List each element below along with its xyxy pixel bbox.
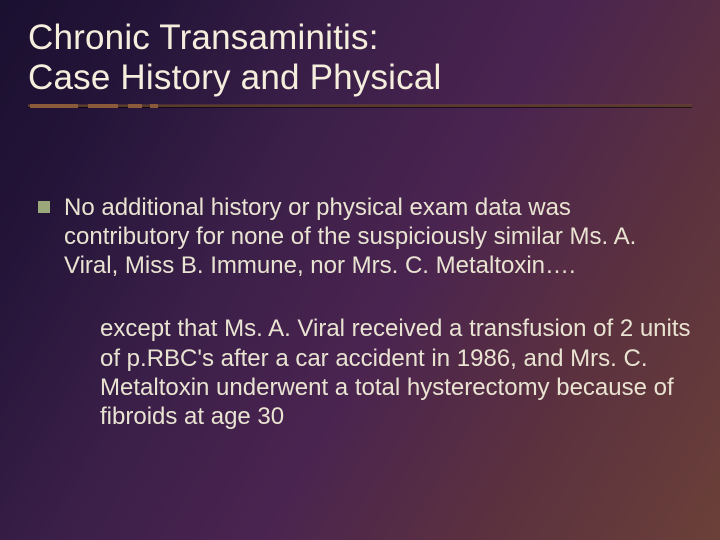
bullet-text: No additional history or physical exam d… [64,193,692,281]
title-line-1: Chronic Transaminitis: [28,18,692,58]
bullet-square-icon [38,201,50,213]
slide: Chronic Transaminitis: Case History and … [0,0,720,540]
bullet-item: No additional history or physical exam d… [38,193,692,281]
indent-paragraph: except that Ms. A. Viral received a tran… [100,314,692,431]
body-area: No additional history or physical exam d… [28,193,692,432]
title-line-2: Case History and Physical [28,58,692,98]
title-underline [28,105,692,115]
title-block: Chronic Transaminitis: Case History and … [28,18,692,115]
